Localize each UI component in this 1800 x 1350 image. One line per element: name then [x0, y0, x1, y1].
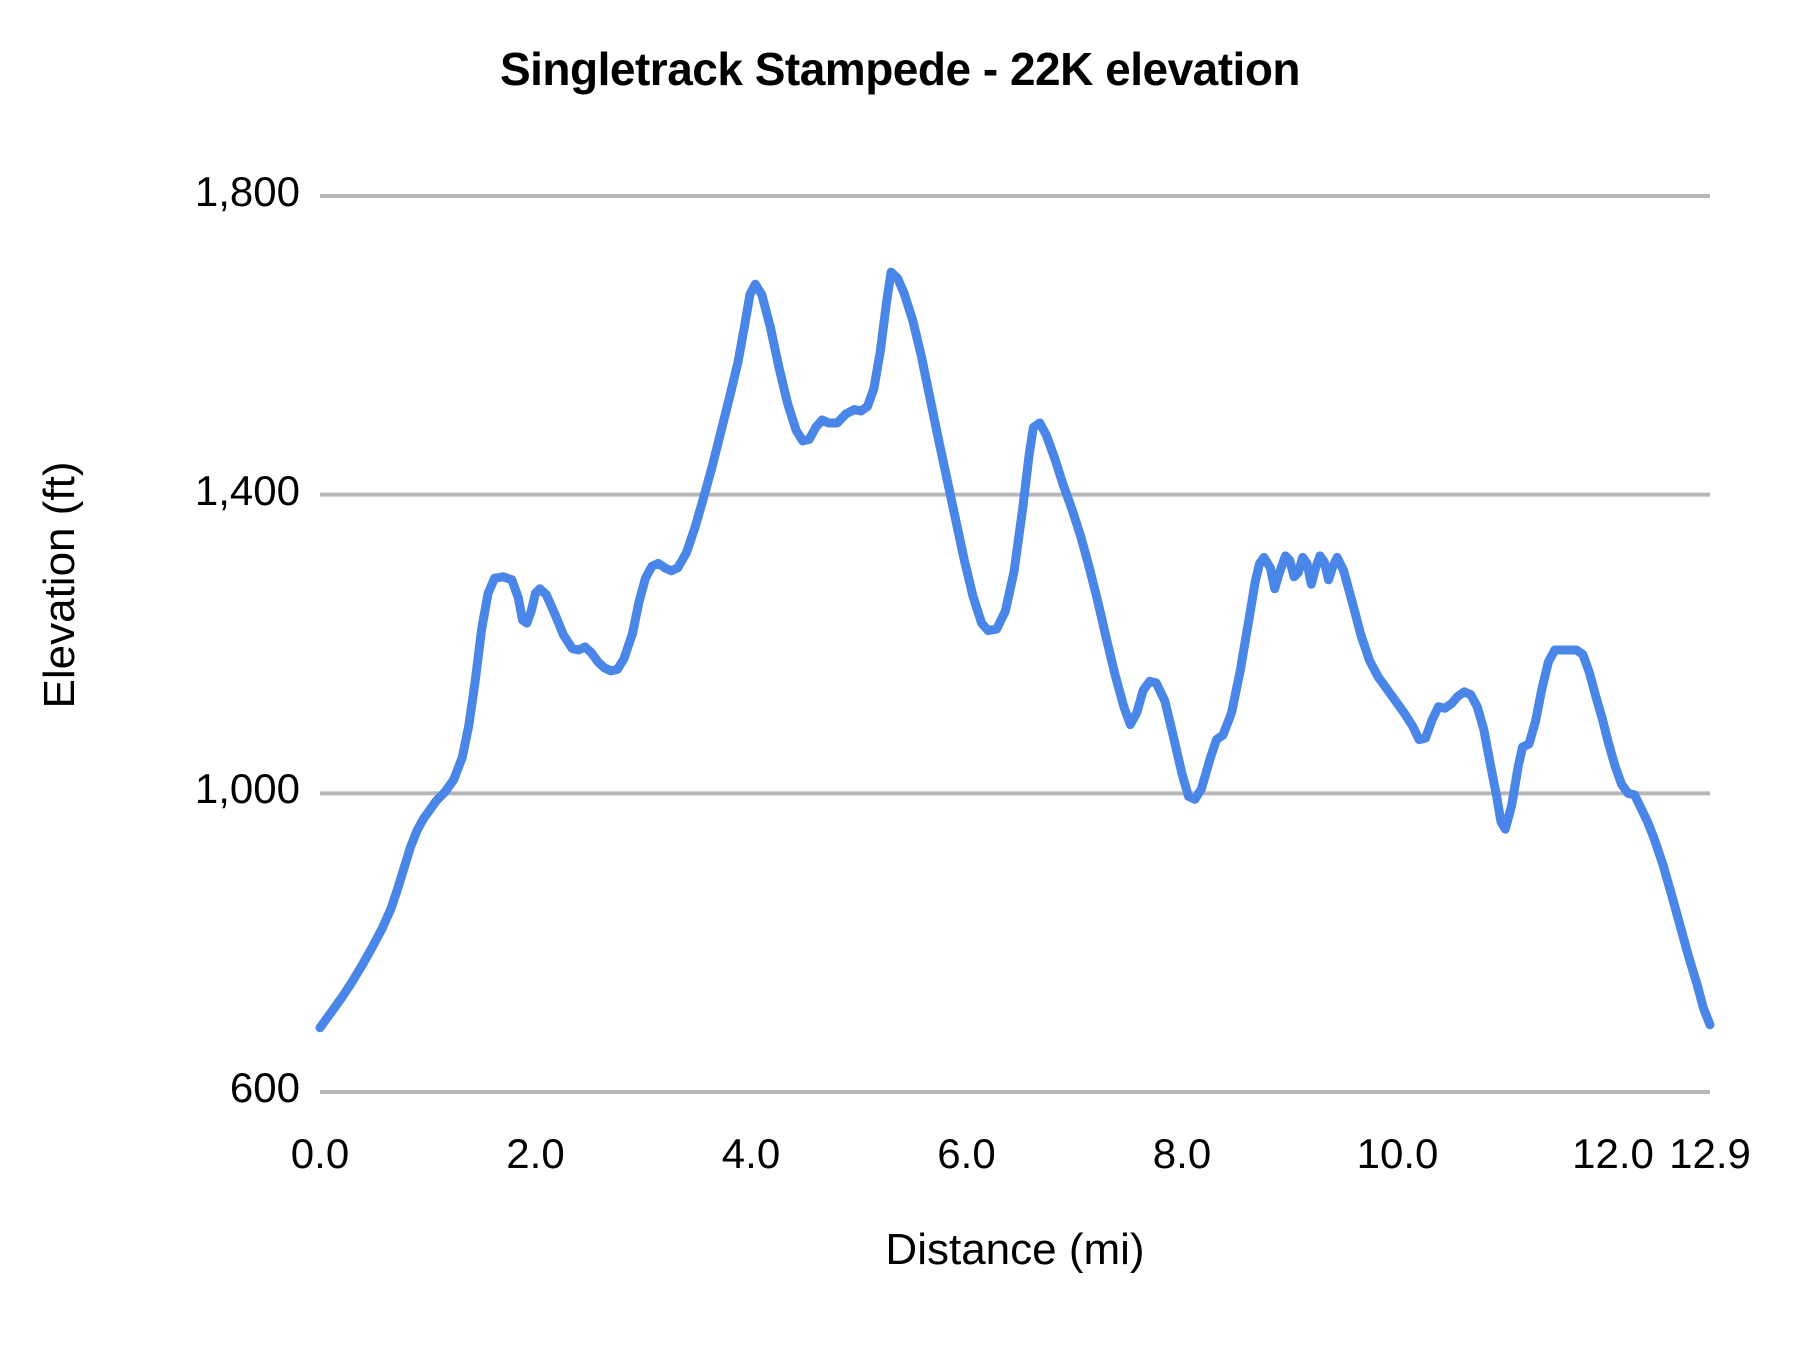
chart-title: Singletrack Stampede - 22K elevation [499, 43, 1301, 95]
elevation-line [315, 267, 1715, 1033]
y-tick-label: 1,800 [194, 168, 300, 215]
gridlines [320, 194, 1710, 1094]
x-tick-label: 0.0 [290, 1130, 350, 1177]
y-tick-label: 1,400 [194, 466, 300, 514]
x-tick-label: 12.0 [1572, 1130, 1654, 1177]
x-tick-label: 6.0 [937, 1130, 996, 1177]
x-tick-label: 2.0 [506, 1130, 565, 1177]
x-axis-title: Distance (mi) [885, 1225, 1145, 1274]
y-tick-label: 1,000 [194, 765, 300, 813]
x-tick-label: 4.0 [721, 1130, 781, 1177]
y-axis-title: Elevation (ft) [35, 461, 84, 709]
x-tick-label: 10.0 [1356, 1130, 1439, 1177]
x-tick-label: 8.0 [1152, 1130, 1212, 1177]
y-tick-label: 600 [229, 1064, 300, 1111]
x-tick-label: 12.9 [1669, 1130, 1751, 1177]
